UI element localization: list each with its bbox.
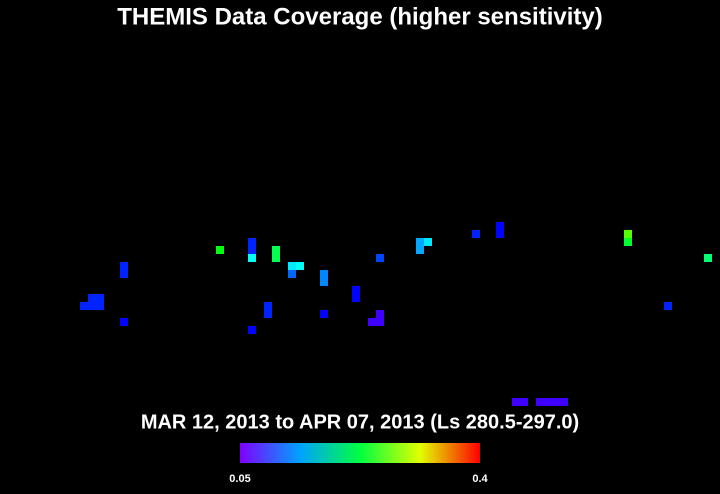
coverage-cell [352, 294, 360, 302]
coverage-cell [624, 230, 632, 238]
coverage-cell [544, 398, 552, 406]
coverage-cell [496, 230, 504, 238]
colorbar-tick-label: 0.05 [229, 473, 250, 485]
coverage-cell [664, 302, 672, 310]
coverage-cell [264, 302, 272, 310]
coverage-cell [560, 398, 568, 406]
coverage-cell [120, 318, 128, 326]
coverage-cell [288, 270, 296, 278]
coverage-cell [376, 254, 384, 262]
coverage-cell [120, 270, 128, 278]
coverage-cell [80, 302, 88, 310]
coverage-cell [96, 294, 104, 302]
coverage-cell [472, 230, 480, 238]
coverage-cell [320, 270, 328, 278]
coverage-cell [320, 310, 328, 318]
coverage-cell [416, 238, 424, 246]
coverage-cell [424, 238, 432, 246]
coverage-cell [320, 278, 328, 286]
coverage-cell [272, 246, 280, 254]
coverage-cell [216, 246, 224, 254]
coverage-cell [264, 310, 272, 318]
coverage-cell [416, 246, 424, 254]
coverage-cell [704, 254, 712, 262]
coverage-cell [248, 238, 256, 246]
subtitle: MAR 12, 2013 to APR 07, 2013 (Ls 280.5-2… [141, 411, 579, 433]
coverage-cell [552, 398, 560, 406]
coverage-cell [368, 318, 376, 326]
coverage-cell [88, 302, 96, 310]
coverage-cell [272, 254, 280, 262]
colorbar [240, 443, 480, 463]
coverage-cell [296, 262, 304, 270]
coverage-cell [248, 254, 256, 262]
coverage-cell [248, 246, 256, 254]
coverage-cell [88, 294, 96, 302]
coverage-cell [512, 398, 520, 406]
coverage-cell [520, 398, 528, 406]
coverage-cell [352, 286, 360, 294]
coverage-cell [536, 398, 544, 406]
coverage-cell [288, 262, 296, 270]
coverage-cell [120, 262, 128, 270]
title: THEMIS Data Coverage (higher sensitivity… [117, 3, 602, 30]
coverage-cell [496, 222, 504, 230]
coverage-cell [376, 318, 384, 326]
coverage-cell [96, 302, 104, 310]
colorbar-tick-label: 0.4 [472, 473, 488, 485]
coverage-cell [624, 238, 632, 246]
coverage-cell [248, 326, 256, 334]
coverage-cell [376, 310, 384, 318]
